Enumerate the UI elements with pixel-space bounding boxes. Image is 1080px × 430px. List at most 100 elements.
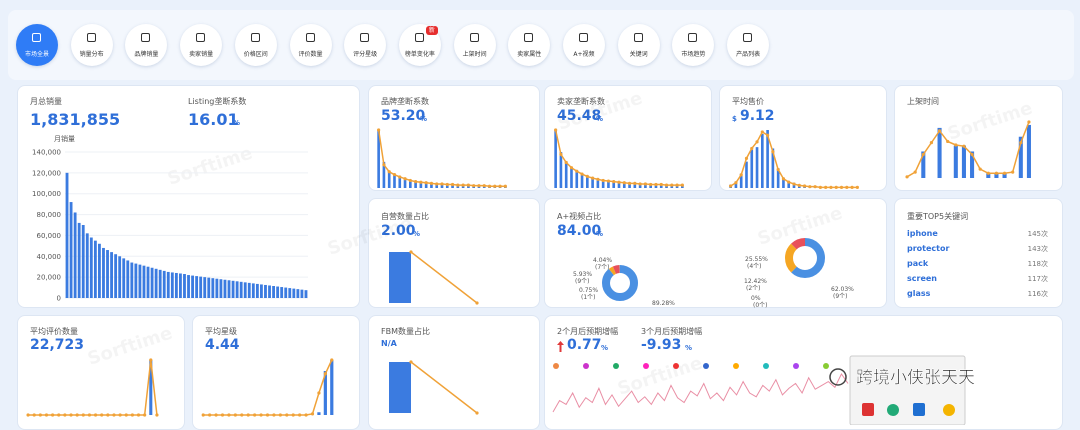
nav-icon [141,33,151,42]
unit: % [420,115,428,123]
card-title: 2个月后预期增幅 [557,327,619,336]
card: 2个月后预期增幅 0.77 % 3个月后预期增幅 -9.93 % [544,315,1063,430]
nav-button[interactable]: 评价数量 [289,24,332,66]
card: 月总销量 1,831,855 Listing垄断系数 16.01 % 月销量 [17,85,360,308]
nav-label: 品牌销量 [134,51,159,58]
nav-icon [524,33,534,42]
metric: 53.20 [381,108,426,124]
nav-button[interactable]: 品牌销量 [125,24,168,66]
nav-icon [414,33,424,42]
keyword-count: 118次 [1027,260,1048,268]
metric: 22,723 [30,337,85,353]
nav-label: 销量分布 [79,51,104,58]
nav-label: 卖家属性 [517,51,542,58]
card-title: 卖家垄断系数 [557,97,605,106]
nav-label: 市场全景 [24,51,49,58]
metric: N/A [381,339,397,348]
card: 自营数量占比 2.00 % [368,198,540,308]
keyword: protector [907,244,950,253]
unit: % [596,115,604,123]
nav-button[interactable]: 卖家属性 [508,24,551,66]
nav-button[interactable]: 评分星级 [344,24,387,66]
card-title: 3个月后预期增幅 [641,327,703,336]
nav-icon [743,33,753,42]
nav-icon [633,33,643,42]
nav-label: 价格区间 [243,51,268,58]
card-title: 自营数量占比 [381,212,429,221]
card: 平均评价数量 22,723 [17,315,185,430]
card-title: 重要TOP5关键词 [907,212,969,221]
unit: % [233,119,241,127]
currency: $ [732,115,737,123]
nav-icon [196,33,206,42]
nav-label: 评分星级 [353,51,378,58]
metric: 84.00 [557,223,602,239]
keyword-count: 143次 [1027,245,1048,253]
unit: % [596,230,604,238]
card-title: FBM数量占比 [381,327,430,336]
card: 平均售价 $ 9.12 [719,85,887,191]
card-title: 品牌垄断系数 [381,97,429,106]
unit: % [685,344,693,352]
card-title: A+视频占比 [557,212,602,221]
metric: 45.48 [557,108,602,124]
nav-icon [305,33,315,42]
chart-title: 月销量 [54,135,75,143]
card-title: 平均评价数量 [30,327,78,336]
unit: % [413,230,421,238]
nav-label: 产品列表 [736,51,761,58]
nav-icon [469,33,479,42]
metric: 9.12 [740,108,775,124]
card-title: 平均星级 [205,327,237,336]
card-title: 月总销量 [30,97,62,106]
nav-button[interactable]: 价格区间 [234,24,277,66]
card: 上架时间 [894,85,1063,191]
nav-label: 关键词 [629,51,648,58]
card: FBM数量占比 N/A [368,315,540,430]
card: 平均星级 4.44 [192,315,360,430]
nav-button[interactable]: 市场全景 [16,24,58,66]
nav-icon [86,33,96,42]
nav-icon [360,33,370,42]
card-title: 平均售价 [732,97,764,106]
nav-label: 榜单变化率 [404,51,435,58]
unit: % [601,344,609,352]
keyword: pack [907,259,929,268]
metric: 0.77 [567,337,602,353]
nav-label: 评价数量 [298,51,323,58]
metric: 2.00 [381,223,416,239]
card: A+视频占比 84.00 % [544,198,887,308]
keyword-count: 117次 [1027,275,1048,283]
nav-badge: 新 [425,26,438,35]
keyword: iphone [907,229,938,238]
nav-icon [32,33,41,42]
card-title: Listing垄断系数 [188,97,247,106]
nav-icon [688,33,698,42]
nav-button[interactable]: 产品列表 [727,24,770,66]
nav-button[interactable]: 关键词 [617,24,660,66]
nav-button[interactable]: A+视频 [563,24,605,66]
keyword: glass [907,289,931,298]
keyword-count: 116次 [1027,290,1048,298]
nav-button[interactable]: 市场趋势 [672,24,715,66]
nav-label: 上架时间 [462,51,487,58]
metric: 4.44 [205,337,240,353]
card: 品牌垄断系数 53.20 % [368,85,540,191]
nav-icon [579,33,588,42]
metric: -9.93 [641,337,682,353]
nav-label: A+视频 [573,51,595,58]
nav-button[interactable]: 上架时间 [453,24,496,66]
keyword: screen [907,274,937,283]
card: 卖家垄断系数 45.48 % [544,85,712,191]
nav-icon [250,33,260,42]
nav-button[interactable]: 卖家销量 [180,24,223,66]
card: 重要TOP5关键词 iphone 145次 protector 143次 pack 118… [894,198,1063,308]
up-arrow [557,341,564,352]
nav-label: 市场趋势 [681,51,706,58]
nav-button[interactable]: 销量分布 [70,24,113,66]
nav-label: 卖家销量 [189,51,214,58]
metric: 16.01 [188,110,239,129]
keyword-count: 145次 [1027,230,1048,238]
metric: 1,831,855 [30,110,121,129]
